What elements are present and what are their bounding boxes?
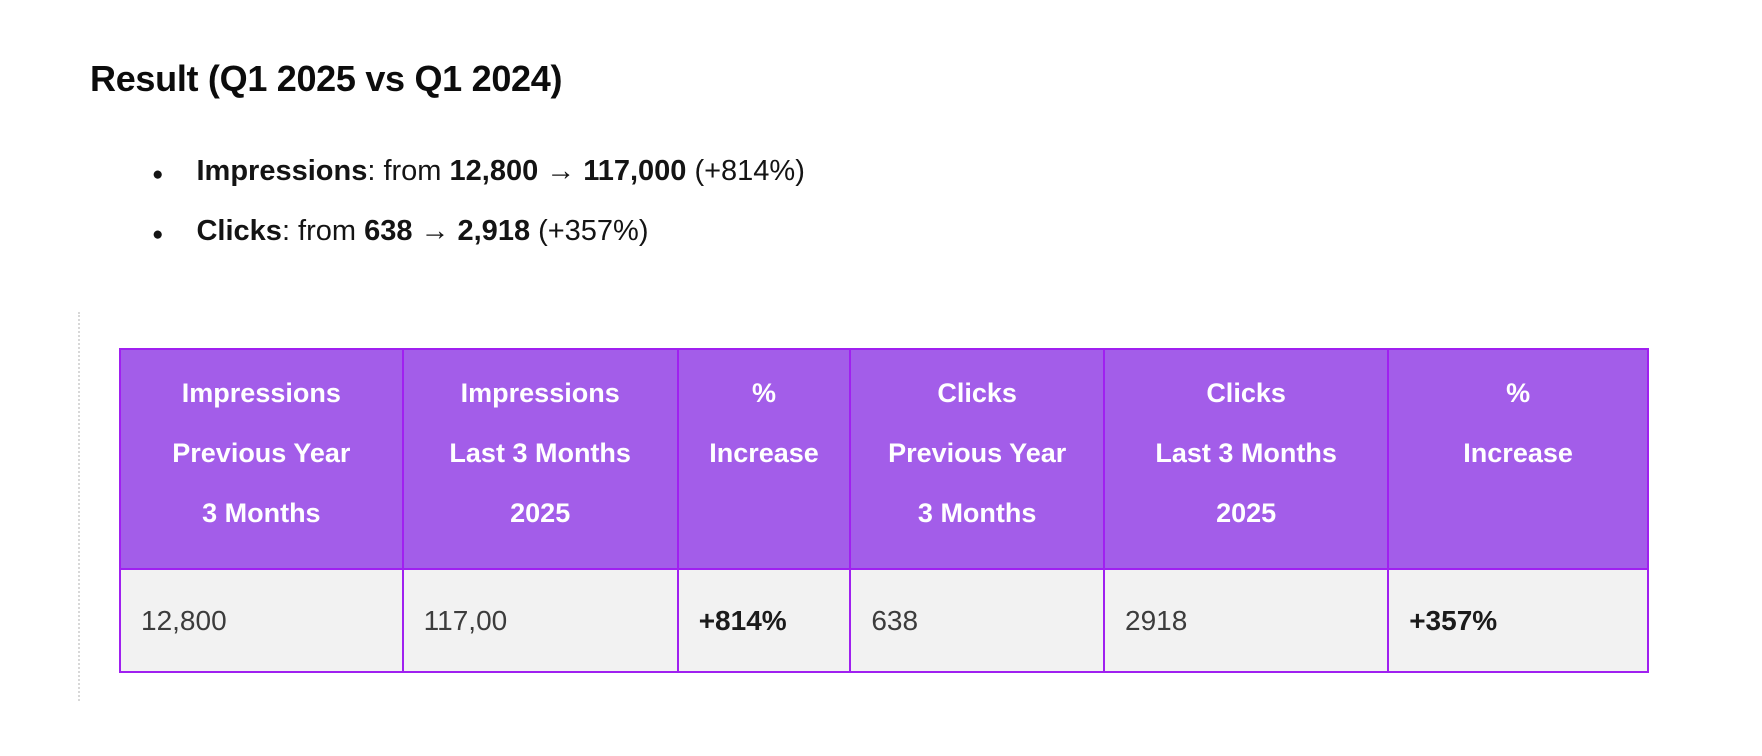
column-header-clicks-previous: Clicks Previous Year 3 Months bbox=[849, 348, 1105, 570]
bullet-icon: ● bbox=[152, 164, 164, 185]
metric-to-value: 117,000 bbox=[583, 155, 687, 187]
column-header-impressions-last: Impressions Last 3 Months 2025 bbox=[401, 348, 679, 570]
list-item-clicks: ● Clicks: from 638 → 2,918 (+357%) bbox=[152, 214, 1762, 252]
table-header-row: Impressions Previous Year 3 Months Impre… bbox=[119, 348, 1649, 570]
cell-clicks-increase: +357% bbox=[1387, 568, 1649, 673]
cell-clicks-previous: 638 bbox=[849, 568, 1105, 673]
column-header-impressions-previous: Impressions Previous Year 3 Months bbox=[119, 348, 404, 570]
impressions-summary: Impressions: from 12,800 → 117,000 (+814%) bbox=[196, 154, 804, 188]
metric-change-note: (+357%) bbox=[538, 215, 649, 247]
metric-to-value: 2,918 bbox=[457, 215, 531, 247]
arrow-right-icon: → bbox=[546, 155, 576, 187]
page-title: Result (Q1 2025 vs Q1 2024) bbox=[90, 58, 563, 99]
column-header-clicks-increase: % Increase bbox=[1387, 348, 1649, 570]
cell-clicks-last: 2918 bbox=[1102, 568, 1390, 673]
metric-label: Clicks bbox=[196, 215, 282, 247]
column-header-clicks-last: Clicks Last 3 Months 2025 bbox=[1102, 348, 1390, 570]
table-row: 12,800 117,00 +814% 638 2918 +357% bbox=[119, 568, 1649, 673]
summary-list: ● Impressions: from 12,800 → 117,000 (+814%… bbox=[152, 154, 1762, 252]
bullet-icon: ● bbox=[152, 224, 164, 245]
column-header-impressions-increase: % Increase bbox=[676, 348, 852, 570]
metric-change-note: (+814%) bbox=[694, 155, 805, 187]
metric-from-value: 12,800 bbox=[449, 155, 539, 187]
comparison-table: Impressions Previous Year 3 Months Impre… bbox=[119, 348, 1649, 673]
cell-impressions-last: 117,00 bbox=[401, 568, 679, 673]
cell-impressions-increase: +814% bbox=[676, 568, 852, 673]
metric-separator: : from bbox=[367, 155, 450, 187]
clicks-summary: Clicks: from 638 → 2,918 (+357%) bbox=[196, 214, 648, 248]
cell-impressions-previous: 12,800 bbox=[119, 568, 404, 673]
metric-from-value: 638 bbox=[364, 215, 413, 247]
arrow-right-icon: → bbox=[420, 215, 450, 247]
metric-label: Impressions bbox=[196, 155, 368, 187]
list-item-impressions: ● Impressions: from 12,800 → 117,000 (+814%… bbox=[152, 154, 1762, 192]
metric-separator: : from bbox=[281, 215, 365, 247]
table-section: Impressions Previous Year 3 Months Impre… bbox=[78, 312, 1649, 701]
